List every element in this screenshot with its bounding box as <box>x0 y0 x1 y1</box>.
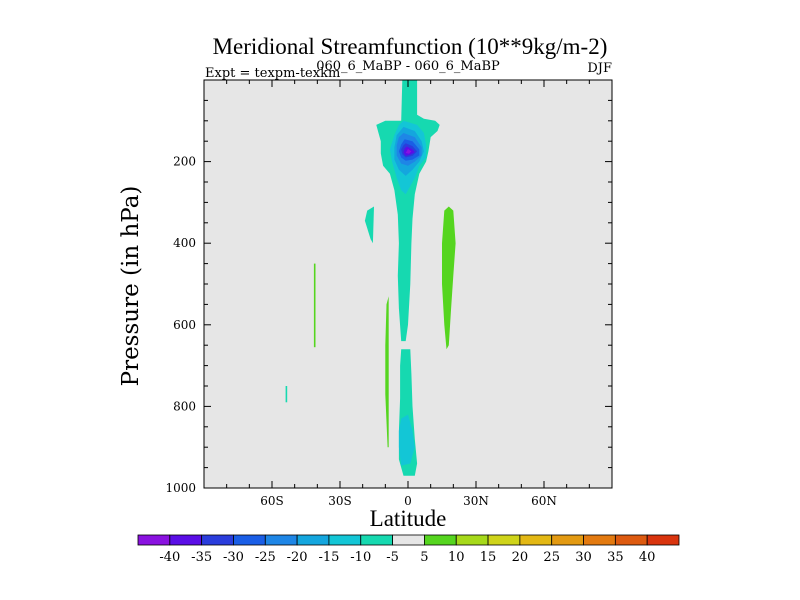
colorbar-label: -5 <box>386 550 399 565</box>
colorbar-swatch <box>360 534 393 546</box>
contour-region-green-strip-18N <box>442 206 456 350</box>
contour-region-left-isolated-neg5 <box>364 206 374 244</box>
colorbar-label: -15 <box>318 550 339 565</box>
colorbar-swatch <box>233 534 266 546</box>
colorbar-swatch <box>519 534 553 546</box>
colorbar-label: 15 <box>480 550 497 565</box>
colorbar-swatch <box>392 534 425 546</box>
colorbar-label: -30 <box>223 550 244 565</box>
x-tick-label: 30S <box>328 494 352 508</box>
colorbar-swatch <box>137 534 171 546</box>
colorbar-swatch <box>424 534 457 546</box>
colorbar-swatch <box>487 534 521 546</box>
colorbar-swatch <box>264 534 298 546</box>
contour-region-tiny-neg5-south <box>285 386 288 403</box>
subtitle-right: DJF <box>587 61 612 76</box>
x-axis-label: Latitude <box>370 506 447 531</box>
contour-region-lower-neg10 <box>398 414 415 466</box>
colorbar-swatch <box>646 534 680 546</box>
chart-title: Meridional Streamfunction (10**9kg/m-2) <box>213 34 608 59</box>
colorbar-swatch <box>169 534 203 546</box>
colorbar-swatch <box>455 534 489 546</box>
y-tick-label: 200 <box>173 155 196 169</box>
colorbar-label: 10 <box>448 550 465 565</box>
colorbar-label: 5 <box>420 550 428 565</box>
contour-region-upper-neg40 <box>405 149 412 154</box>
subtitle-left: Expt = texpm-texkm <box>205 66 340 81</box>
y-axis: 200 400 600 800 1000 <box>165 79 612 495</box>
colorbar-label: 20 <box>512 550 529 565</box>
colorbar-swatch <box>551 534 584 546</box>
colorbar-label: -40 <box>159 550 180 565</box>
y-tick-label: 800 <box>173 399 196 413</box>
colorbar-label: -35 <box>191 550 212 565</box>
colorbar-label: 40 <box>639 550 656 565</box>
x-tick-label: 60S <box>260 494 284 508</box>
y-tick-label: 400 <box>173 236 196 250</box>
colorbar-label: -25 <box>255 550 276 565</box>
colorbar-swatch <box>201 534 234 546</box>
contour-region-green-strip-10S <box>385 296 389 448</box>
x-tick-label: 0 <box>404 494 412 508</box>
contour-regions <box>285 80 456 476</box>
colorbar: -40 -35 -30 -25 -20 -15 -10 -5 5 10 15 20 25 30 35 40 <box>137 534 680 565</box>
y-tick-label: 1000 <box>165 481 196 495</box>
colorbar-swatch <box>328 534 362 546</box>
colorbar-label: 25 <box>543 550 560 565</box>
colorbar-swatch <box>296 534 330 546</box>
colorbar-swatch <box>583 534 616 546</box>
colorbar-label: -20 <box>287 550 308 565</box>
contour-region-thin-green-40S <box>313 263 316 348</box>
x-tick-label: 30N <box>463 494 489 508</box>
y-tick-label: 600 <box>173 318 196 332</box>
y-axis-label: Pressure (in hPa) <box>118 186 144 387</box>
colorbar-label: 35 <box>607 550 624 565</box>
x-axis: 60S 30S 0 30N 60N <box>203 80 613 508</box>
subtitle-center: 060_6_MaBP - 060_6_MaBP <box>316 59 500 74</box>
colorbar-label: -10 <box>350 550 371 565</box>
colorbar-swatch <box>614 534 648 546</box>
colorbar-label: 30 <box>575 550 592 565</box>
x-tick-label: 60N <box>531 494 557 508</box>
